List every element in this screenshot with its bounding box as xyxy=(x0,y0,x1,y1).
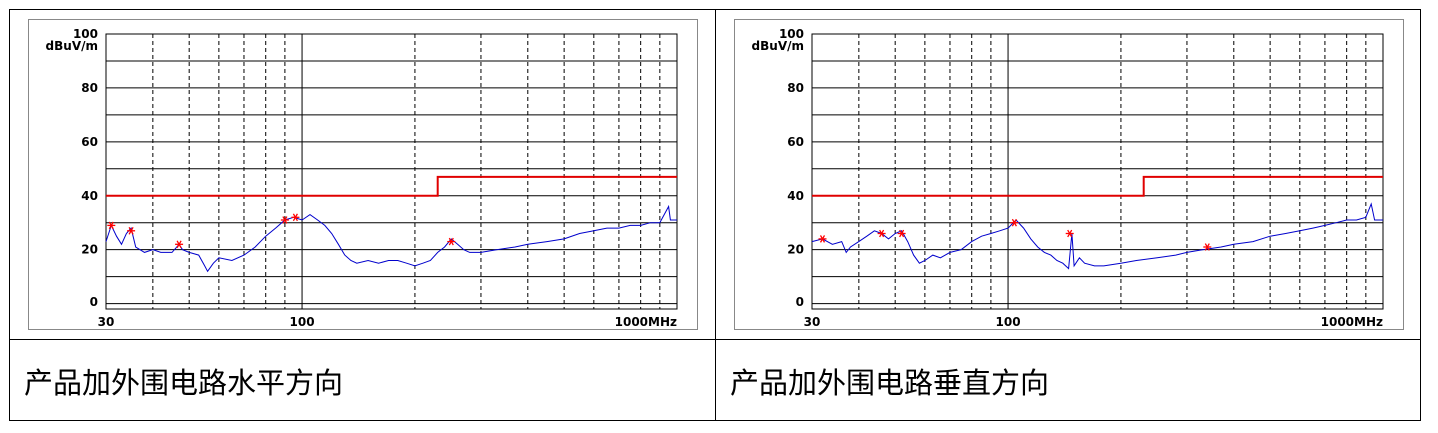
chart-cell-horizontal: 100 80 60 40 20 0 dBuV/m 30 100 1000MHz xyxy=(10,10,715,339)
y-tick-label: 60 xyxy=(81,135,98,149)
chart-frame-vertical: 100 80 60 40 20 0 dBuV/m 30 100 1000MHz xyxy=(734,19,1404,330)
chart-cell-vertical: 100 80 60 40 20 0 dBuV/m 30 100 1000MHz xyxy=(716,10,1421,339)
x-tick-label: 1000MHz xyxy=(615,315,677,329)
y-axis-unit-label: dBuV/m xyxy=(46,39,98,53)
y-tick-label: 0 xyxy=(796,295,804,309)
caption-cell-vertical: 产品加外围电路垂直方向 xyxy=(716,340,1421,421)
y-tick-label: 40 xyxy=(81,189,98,203)
peak-marker xyxy=(127,227,136,235)
peak-marker xyxy=(280,216,289,224)
limit-line xyxy=(106,175,677,197)
y-tick-label: 100 xyxy=(779,27,804,41)
y-tick-label: 100 xyxy=(73,27,98,41)
peak-marker xyxy=(818,235,827,243)
y-tick-label: 20 xyxy=(81,243,98,257)
caption-horizontal: 产品加外围电路水平方向 xyxy=(24,365,344,400)
chart-frame-horizontal: 100 80 60 40 20 0 dBuV/m 30 100 1000MHz xyxy=(28,19,698,330)
emission-chart-vertical: 100 80 60 40 20 0 dBuV/m 30 100 1000MHz xyxy=(752,27,1384,329)
column-divider xyxy=(715,10,716,420)
peak-marker xyxy=(1065,229,1074,238)
emission-chart-horizontal: 100 80 60 40 20 0 dBuV/m 30 100 1000MHz xyxy=(46,27,678,329)
y-tick-label: 80 xyxy=(81,81,98,95)
y-tick-label: 40 xyxy=(787,189,804,203)
y-tick-label: 80 xyxy=(787,81,804,95)
caption-cell-horizontal: 产品加外围电路水平方向 xyxy=(10,340,715,421)
y-axis-unit-label: dBuV/m xyxy=(752,39,804,53)
caption-vertical: 产品加外围电路垂直方向 xyxy=(730,365,1050,400)
x-tick-label: 100 xyxy=(996,315,1021,329)
y-tick-label: 60 xyxy=(787,135,804,149)
emission-trace xyxy=(811,202,1383,270)
plot-area xyxy=(105,33,678,310)
peak-marker xyxy=(877,229,886,238)
peak-marker xyxy=(447,237,456,246)
plot-area xyxy=(811,33,1384,310)
x-tick-label: 100 xyxy=(290,315,315,329)
row-divider xyxy=(10,339,1420,340)
peak-marker xyxy=(1203,243,1212,251)
x-tick-label: 30 xyxy=(98,315,115,329)
y-tick-label: 0 xyxy=(90,295,98,309)
x-tick-label: 30 xyxy=(804,315,821,329)
results-table: 100 80 60 40 20 0 dBuV/m 30 100 1000MHz 100 80 60 40… xyxy=(9,9,1421,421)
peak-marker xyxy=(107,221,116,230)
peak-marker xyxy=(175,240,184,249)
peak-marker xyxy=(291,213,300,222)
peak-marker xyxy=(1010,218,1019,227)
y-tick-label: 20 xyxy=(787,243,804,257)
peak-marker xyxy=(897,229,906,238)
limit-line xyxy=(812,175,1383,197)
x-tick-label: 1000MHz xyxy=(1321,315,1383,329)
